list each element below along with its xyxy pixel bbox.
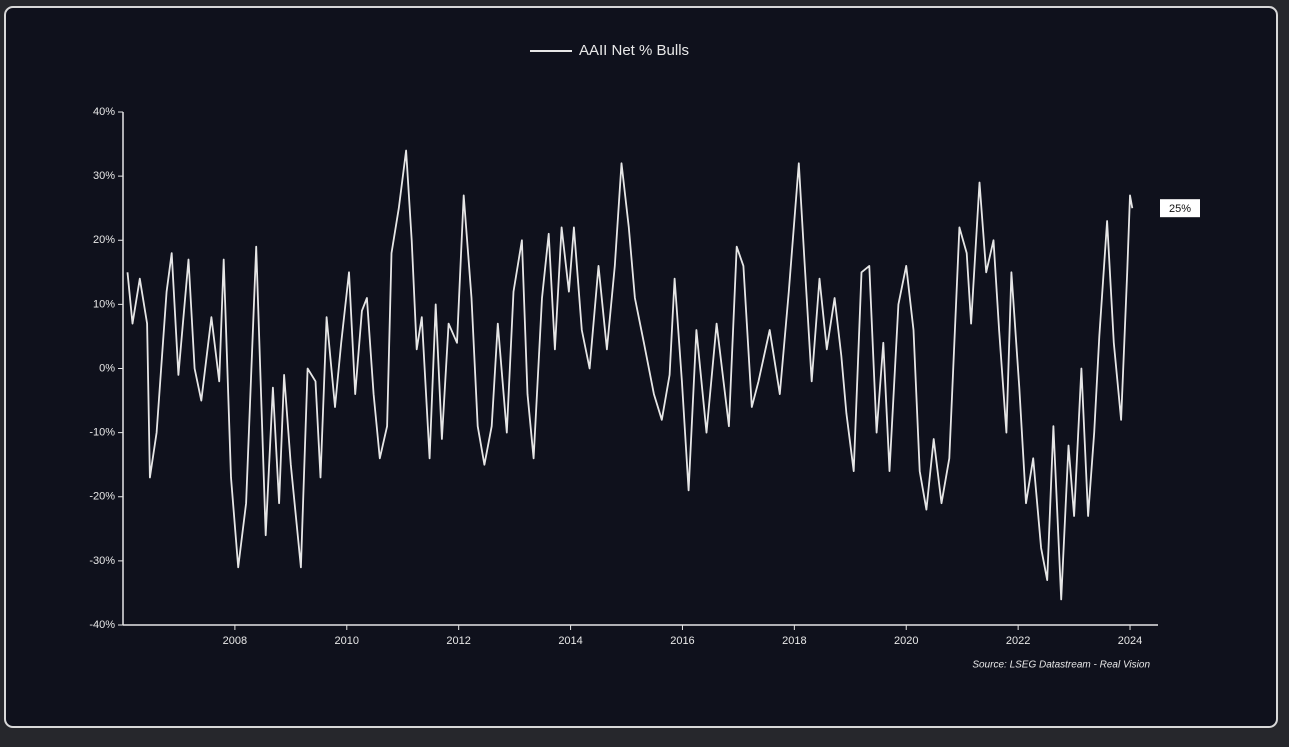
annotation-label: 25% [1169, 203, 1191, 215]
x-tick-label: 2014 [558, 635, 582, 647]
y-tick-label: -40% [89, 619, 115, 631]
annotation-box [1160, 199, 1200, 218]
x-tick-label: 2020 [894, 635, 918, 647]
y-tick-label: 20% [93, 234, 115, 246]
x-tick-label: 2018 [782, 635, 806, 647]
legend-label: AAII Net % Bulls [579, 42, 689, 59]
y-tick-label: 0% [99, 362, 115, 374]
y-tick-label: -10% [89, 427, 115, 439]
chart-frame [4, 6, 1278, 728]
x-tick-label: 2012 [446, 635, 470, 647]
source-note: Source: LSEG Datastream - Real Vision [972, 660, 1150, 671]
x-tick-label: 2016 [670, 635, 694, 647]
y-tick-label: 30% [93, 170, 115, 182]
x-tick-label: 2010 [335, 635, 359, 647]
x-tick-label: 2024 [1118, 635, 1142, 647]
y-tick-label: -20% [89, 491, 115, 503]
y-tick-label: 40% [93, 106, 115, 118]
line-series [126, 149, 1134, 601]
y-tick-label: -30% [89, 555, 115, 567]
legend: AAII Net % Bulls [530, 42, 689, 59]
x-tick-label: 2022 [1006, 635, 1030, 647]
y-tick-label: 10% [93, 298, 115, 310]
x-tick-label: 2008 [223, 635, 247, 647]
